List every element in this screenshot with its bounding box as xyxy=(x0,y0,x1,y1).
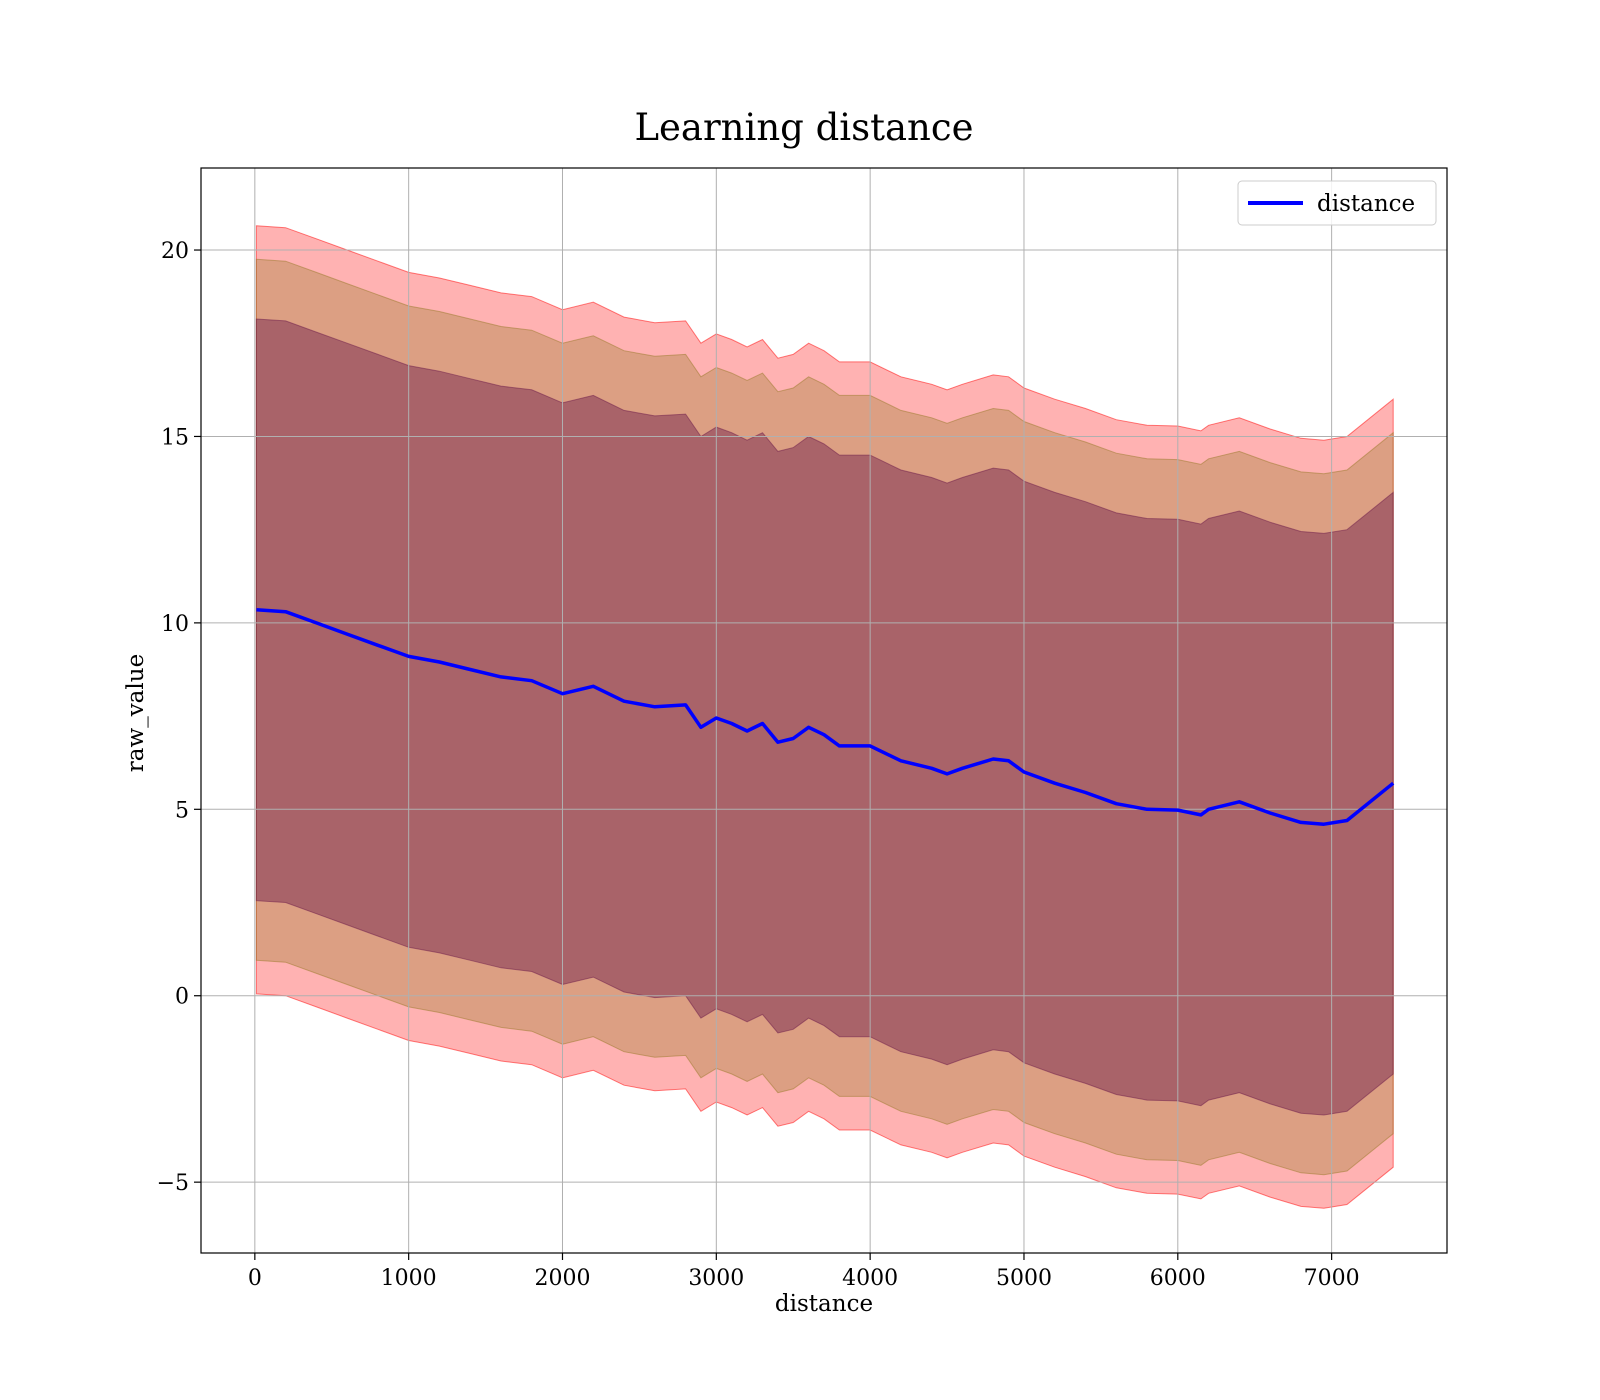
band-inner xyxy=(255,318,1394,1116)
band-middle xyxy=(255,258,1394,1176)
series-line-distance xyxy=(256,608,1395,826)
y-tick-label: 0 xyxy=(175,985,189,1010)
x-tick-label: 0 xyxy=(248,1266,262,1291)
y-tick-label: 20 xyxy=(161,239,189,264)
x-axis-ticks: 0 1000 2000 3000 4000 5000 6000 7000 xyxy=(248,1253,1360,1291)
legend-box xyxy=(1237,180,1437,226)
chart-title: Learning distance xyxy=(634,106,973,149)
x-tick-label: 2000 xyxy=(534,1266,590,1291)
x-tick-label: 1000 xyxy=(381,1266,437,1291)
x-tick-label: 6000 xyxy=(1150,1266,1206,1291)
y-tick-label: 10 xyxy=(161,612,189,637)
x-tick-label: 5000 xyxy=(996,1266,1052,1291)
x-tick-label: 4000 xyxy=(842,1266,898,1291)
confidence-bands xyxy=(255,225,1394,1209)
band-outer xyxy=(255,225,1394,1209)
x-axis-label: distance xyxy=(775,1291,873,1317)
y-axis-ticks: −5 0 5 10 15 20 xyxy=(157,239,201,1196)
plot-area xyxy=(200,167,1448,1254)
series-lines xyxy=(256,608,1395,826)
y-tick-label: −5 xyxy=(157,1171,189,1196)
x-tick-label: 3000 xyxy=(688,1266,744,1291)
y-axis-label: raw_value xyxy=(123,654,149,772)
y-tick-label: 15 xyxy=(161,425,189,450)
y-tick-label: 5 xyxy=(175,798,189,823)
x-tick-label: 7000 xyxy=(1304,1266,1360,1291)
grid-lines xyxy=(201,168,1447,1253)
legend-entry-distance: distance xyxy=(1317,191,1415,217)
legend: distance xyxy=(1237,180,1437,226)
plot-frame xyxy=(200,167,1448,1254)
